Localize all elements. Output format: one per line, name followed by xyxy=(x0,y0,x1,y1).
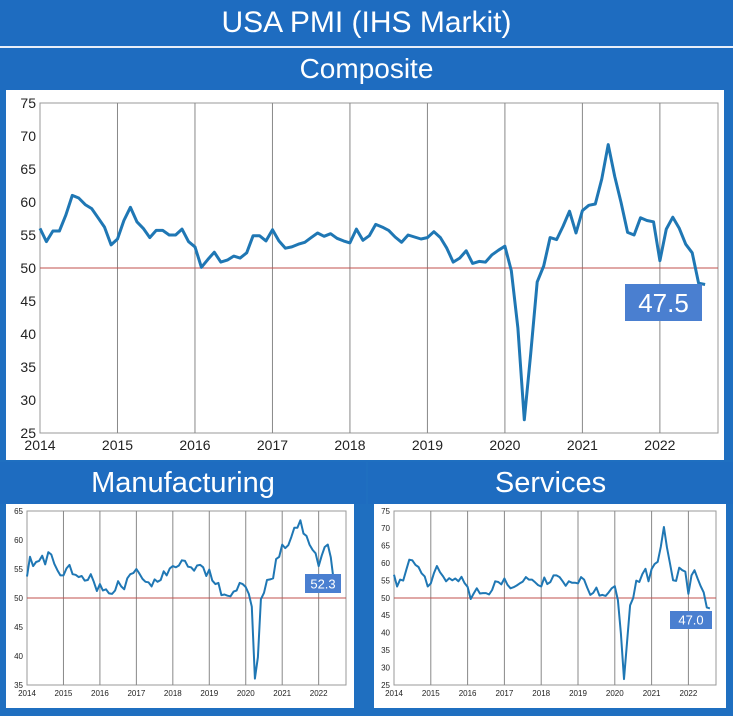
y-tick-label: 60 xyxy=(14,536,23,545)
x-tick-label: 2022 xyxy=(680,689,698,698)
x-tick-label: 2016 xyxy=(459,689,477,698)
x-tick-label: 2014 xyxy=(24,437,55,453)
y-tick-label: 65 xyxy=(14,507,23,516)
y-tick-label: 55 xyxy=(14,565,23,574)
y-tick-label: 35 xyxy=(381,646,390,655)
y-tick-label: 60 xyxy=(381,559,390,568)
y-tick-label: 45 xyxy=(20,293,36,309)
y-tick-label: 55 xyxy=(381,576,390,585)
x-tick-label: 2021 xyxy=(273,689,291,698)
latest-value-badge xyxy=(670,611,712,629)
y-tick-label: 25 xyxy=(20,425,36,441)
y-tick-label: 25 xyxy=(381,681,390,690)
y-tick-label: 35 xyxy=(14,681,23,690)
x-tick-label: 2020 xyxy=(606,689,624,698)
x-tick-label: 2020 xyxy=(237,689,255,698)
x-tick-label: 2014 xyxy=(18,689,36,698)
x-tick-label: 2021 xyxy=(567,437,598,453)
services-heading: Services xyxy=(368,462,733,504)
manufacturing-chart: 2014 2015 2016 2017 2018 2019 2020 2021 2022 35 40… xyxy=(14,507,347,698)
y-tick-label: 50 xyxy=(14,594,23,603)
composite-heading: Composite xyxy=(0,48,733,90)
manufacturing-heading: Manufacturing xyxy=(0,462,366,504)
y-tick-label: 55 xyxy=(20,227,36,243)
y-tick-label: 65 xyxy=(381,542,390,551)
x-tick-label: 2014 xyxy=(385,689,403,698)
x-tick-label: 2017 xyxy=(496,689,514,698)
composite-panel: 2014 2015 2016 2017 2018 2019 2020 2021 2022 25 30… xyxy=(6,90,724,460)
series-line xyxy=(38,143,706,422)
x-tick-label: 2019 xyxy=(412,437,443,453)
y-tick-label: 75 xyxy=(381,507,390,516)
x-tick-label: 2017 xyxy=(127,689,145,698)
y-tick-label: 70 xyxy=(20,128,36,144)
services-chart: 2014 2015 2016 2017 2018 2019 2020 2021 2022 25 30… xyxy=(381,507,717,698)
y-tick-label: 45 xyxy=(381,611,390,620)
x-tick-label: 2022 xyxy=(310,689,328,698)
y-tick-label: 35 xyxy=(20,359,36,375)
composite-chart: 2014 2015 2016 2017 2018 2019 2020 2021 2022 25 30… xyxy=(20,95,719,453)
y-tick-label: 75 xyxy=(20,95,36,111)
x-tick-label: 2020 xyxy=(489,437,520,453)
manufacturing-panel: 2014 2015 2016 2017 2018 2019 2020 2021 2022 35 40… xyxy=(6,504,354,708)
y-tick-label: 50 xyxy=(20,260,36,276)
x-tick-label: 2015 xyxy=(55,689,73,698)
latest-value-label: 47.5 xyxy=(638,288,689,318)
y-tick-label: 65 xyxy=(20,161,36,177)
series-line xyxy=(393,526,711,681)
y-tick-label: 70 xyxy=(381,524,390,533)
x-tick-label: 2018 xyxy=(334,437,365,453)
y-tick-label: 45 xyxy=(14,623,23,632)
latest-value-label: 52.3 xyxy=(310,576,335,591)
y-tick-label: 60 xyxy=(20,194,36,210)
x-tick-label: 2022 xyxy=(644,437,675,453)
y-tick-label: 50 xyxy=(381,594,390,603)
y-tick-label: 30 xyxy=(381,663,390,672)
series-line xyxy=(26,519,341,680)
x-tick-label: 2021 xyxy=(643,689,661,698)
latest-value-label: 47.0 xyxy=(678,613,703,628)
latest-value-badge xyxy=(305,574,341,593)
x-tick-label: 2018 xyxy=(532,689,550,698)
x-tick-label: 2016 xyxy=(91,689,109,698)
x-tick-label: 2019 xyxy=(569,689,587,698)
y-tick-label: 40 xyxy=(20,326,36,342)
x-tick-label: 2018 xyxy=(164,689,182,698)
x-tick-label: 2019 xyxy=(200,689,218,698)
page-title: USA PMI (IHS Markit) xyxy=(0,0,733,48)
y-tick-label: 40 xyxy=(14,652,23,661)
x-tick-label: 2016 xyxy=(179,437,210,453)
latest-value-badge xyxy=(625,284,702,321)
y-tick-label: 40 xyxy=(381,629,390,638)
services-panel: 2014 2015 2016 2017 2018 2019 2020 2021 2022 25 30… xyxy=(374,504,726,708)
x-tick-label: 2015 xyxy=(102,437,133,453)
y-tick-label: 30 xyxy=(20,392,36,408)
x-tick-label: 2015 xyxy=(422,689,440,698)
x-tick-label: 2017 xyxy=(257,437,288,453)
